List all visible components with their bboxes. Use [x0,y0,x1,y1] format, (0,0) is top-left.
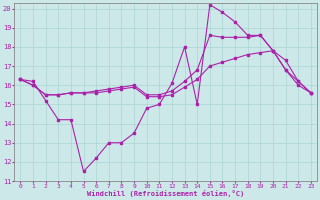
X-axis label: Windchill (Refroidissement éolien,°C): Windchill (Refroidissement éolien,°C) [87,190,244,197]
